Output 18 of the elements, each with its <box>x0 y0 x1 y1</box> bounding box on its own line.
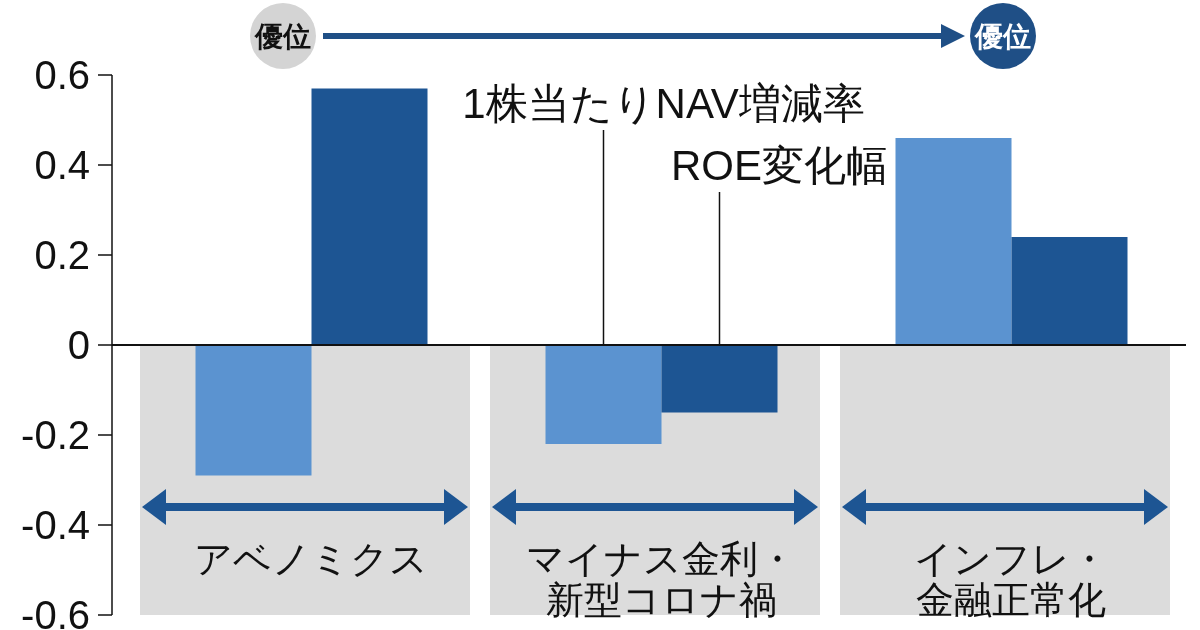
x-tick-label: インフレ・金融正常化 <box>914 538 1108 621</box>
series-label: 1株当たりNAV増減率 <box>462 80 865 127</box>
bar <box>545 345 662 444</box>
y-tick-label: 0 <box>67 323 90 367</box>
bar <box>1011 237 1128 345</box>
x-tick-label: マイナス金利・新型コロナ禍 <box>526 538 796 621</box>
y-tick-label: -0.4 <box>21 503 90 547</box>
y-tick-label: 0.6 <box>34 53 90 97</box>
text: ROE変化幅 <box>670 142 889 189</box>
text: 優位 <box>254 20 311 52</box>
bar <box>195 345 312 476</box>
text: 優位 <box>974 20 1031 52</box>
y-tick-label: 0.2 <box>34 233 90 277</box>
y-tick-label: -0.6 <box>21 593 90 630</box>
y-tick-label: 0.4 <box>34 143 90 187</box>
y-tick-label: -0.2 <box>21 413 90 457</box>
bar <box>661 345 778 413</box>
x-tick-label: アベノミクス <box>194 538 428 580</box>
